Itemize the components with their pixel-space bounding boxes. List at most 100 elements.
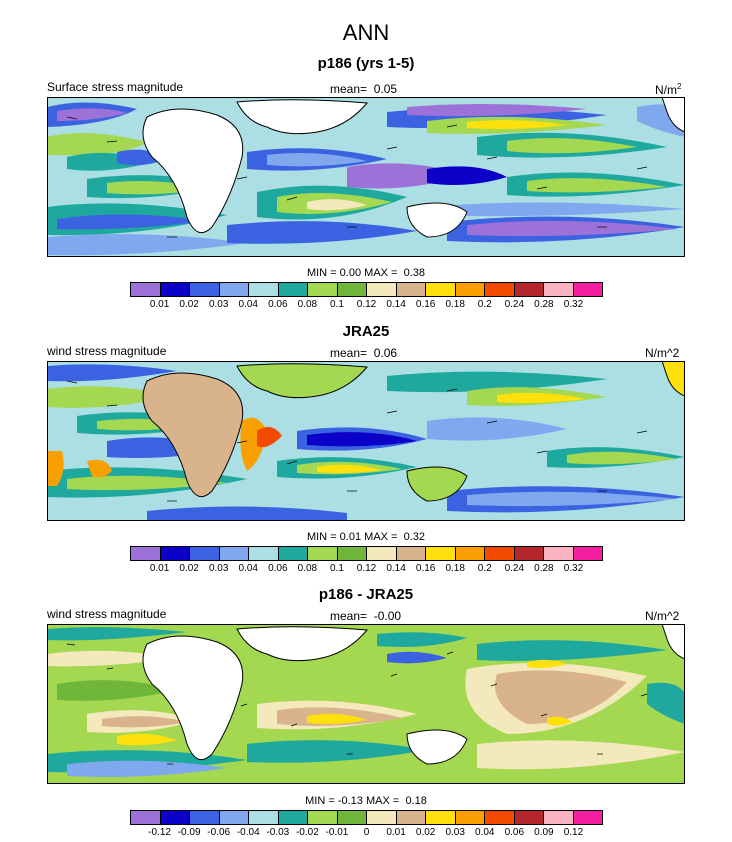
colorbar-tick-label: 0.18 bbox=[445, 299, 465, 310]
colorbar-tick-label: 0.14 bbox=[386, 563, 406, 574]
colorbar-tick-label: -0.03 bbox=[266, 827, 290, 838]
vector-arrows bbox=[66, 643, 648, 765]
panel-1-units-base: N/m bbox=[655, 83, 677, 97]
panel-1-mean-value: 0.05 bbox=[373, 82, 398, 96]
colorbar-swatch bbox=[337, 811, 367, 824]
panel-2-min-label: MIN = bbox=[306, 531, 337, 543]
colorbar-swatch bbox=[337, 547, 367, 560]
colorbar-swatch bbox=[485, 811, 515, 824]
continents bbox=[142, 97, 685, 238]
colorbar-tick-label: 0.03 bbox=[208, 563, 229, 574]
colorbar-tick-label: 0.1 bbox=[329, 563, 344, 574]
colorbar-swatch bbox=[190, 547, 220, 560]
colorbar-swatch bbox=[514, 547, 544, 560]
colorbar-tick-label: -0.06 bbox=[207, 827, 231, 838]
panel-1-title: p186 (yrs 1-5) bbox=[317, 55, 415, 72]
colorbar-tick-label: 0.06 bbox=[504, 827, 525, 838]
panel-3-title: p186 - JRA25 bbox=[318, 586, 414, 603]
colorbar-swatch bbox=[544, 811, 574, 824]
panel-2-map bbox=[47, 361, 685, 521]
colorbar-swatch bbox=[190, 283, 220, 296]
panel-1-max-value: 0.38 bbox=[403, 267, 426, 279]
panel-2-title: JRA25 bbox=[342, 323, 390, 340]
panel-2-colorbar bbox=[130, 546, 603, 561]
map-frame bbox=[47, 97, 685, 257]
colorbar-tick-label: 0.18 bbox=[445, 563, 465, 574]
panel-3-colorbar-ticks: -0.12 -0.09 -0.06 -0.04 -0.03 -0.02 -0.01 0 0.01… bbox=[130, 827, 603, 839]
colorbar-swatch bbox=[219, 811, 249, 824]
colorbar-tick-label: 0.09 bbox=[534, 827, 554, 838]
colorbar-swatch bbox=[514, 811, 544, 824]
colorbar-swatch bbox=[131, 283, 161, 296]
colorbar-tick-label: 0.04 bbox=[238, 563, 258, 574]
colorbar-tick-label: 0.2 bbox=[477, 299, 492, 310]
colorbar-swatch bbox=[426, 283, 456, 296]
colorbar-tick-label: 0.06 bbox=[268, 299, 288, 310]
colorbar-swatch bbox=[278, 283, 308, 296]
figure-title: ANN bbox=[342, 20, 390, 45]
colorbar-tick-label: 0.02 bbox=[179, 299, 199, 310]
colorbar-swatch bbox=[278, 811, 308, 824]
colorbar-swatch bbox=[396, 811, 426, 824]
colorbar-tick-label: 0.28 bbox=[534, 299, 554, 310]
colorbar-tick-label: 0.01 bbox=[149, 563, 170, 574]
colorbar-tick-label: 0.04 bbox=[238, 299, 258, 310]
colorbar-swatch bbox=[308, 283, 338, 296]
colorbar-tick-label: 0.04 bbox=[475, 827, 495, 838]
colorbar-tick-label: 0.28 bbox=[534, 563, 554, 574]
colorbar-tick-label: 0.02 bbox=[179, 563, 199, 574]
panel-3-min-label: MIN = bbox=[305, 795, 335, 807]
colorbar-swatch bbox=[219, 547, 249, 560]
panel-3-minmax: MIN = -0.13 MAX = 0.18 bbox=[0, 795, 732, 807]
continents bbox=[142, 624, 685, 765]
colorbar-tick-label: 0.1 bbox=[329, 299, 344, 310]
colorbar-tick-label: 0 bbox=[363, 827, 370, 838]
colorbar-tick-label: 0.24 bbox=[504, 299, 525, 310]
panel-2-mean: mean= 0.06 bbox=[330, 346, 397, 360]
colorbar-swatch bbox=[455, 283, 485, 296]
panel-2-max-value: 0.32 bbox=[403, 531, 426, 543]
colorbar-tick-label: 0.01 bbox=[386, 827, 406, 838]
colorbar-tick-label: 0.32 bbox=[563, 299, 584, 310]
colorbar-tick-label: 0.03 bbox=[445, 827, 465, 838]
colorbar-swatch bbox=[367, 811, 397, 824]
colorbar-swatch bbox=[367, 547, 397, 560]
panel-2-field-label: wind stress magnitude bbox=[47, 344, 167, 358]
panel-1-units: N/m2 bbox=[655, 82, 681, 97]
panel-3-mean-label: mean= bbox=[330, 609, 368, 623]
colorbar-swatch bbox=[514, 283, 544, 296]
panel-3-units: N/m^2 bbox=[645, 609, 680, 623]
colorbar-tick-label: 0.01 bbox=[149, 299, 170, 310]
colorbar-swatch bbox=[455, 547, 485, 560]
colorbar-tick-label: 0.12 bbox=[356, 563, 377, 574]
panel-3-max-value: 0.18 bbox=[405, 795, 427, 807]
panel-3-max-label: MAX = bbox=[365, 795, 400, 807]
colorbar-tick-label: 0.06 bbox=[268, 563, 288, 574]
panel-1-colorbar bbox=[130, 282, 603, 297]
colorbar-swatch bbox=[455, 811, 485, 824]
panel-2-mean-value: 0.06 bbox=[373, 346, 398, 360]
panel-3-colorbar bbox=[130, 810, 603, 825]
colorbar-swatch bbox=[160, 547, 190, 560]
colorbar-swatch bbox=[337, 283, 367, 296]
contour-fields bbox=[47, 102, 685, 256]
colorbar-swatch bbox=[573, 283, 602, 296]
colorbar-swatch bbox=[308, 811, 338, 824]
panel-2-mean-label: mean= bbox=[330, 346, 368, 360]
panel-1-minmax: MIN = 0.00 MAX = 0.38 bbox=[0, 267, 732, 279]
colorbar-tick-label: 0.16 bbox=[415, 299, 436, 310]
colorbar-swatch bbox=[219, 283, 249, 296]
vector-arrows bbox=[66, 380, 648, 502]
panel-1-min-value: 0.00 bbox=[339, 267, 362, 279]
colorbar-swatch bbox=[249, 547, 279, 560]
panel-1-mean-label: mean= bbox=[330, 82, 368, 96]
colorbar-tick-label: -0.12 bbox=[148, 827, 171, 838]
panel-2-units: N/m^2 bbox=[645, 346, 680, 360]
panel-3-mean-value: -0.00 bbox=[373, 609, 402, 623]
contour-fields bbox=[47, 627, 685, 777]
colorbar-swatch bbox=[249, 811, 279, 824]
colorbar-swatch bbox=[426, 547, 456, 560]
panel-1-field-label: Surface stress magnitude bbox=[47, 80, 184, 94]
colorbar-swatch bbox=[396, 547, 426, 560]
panel-2-minmax: MIN = 0.01 MAX = 0.32 bbox=[0, 531, 732, 543]
